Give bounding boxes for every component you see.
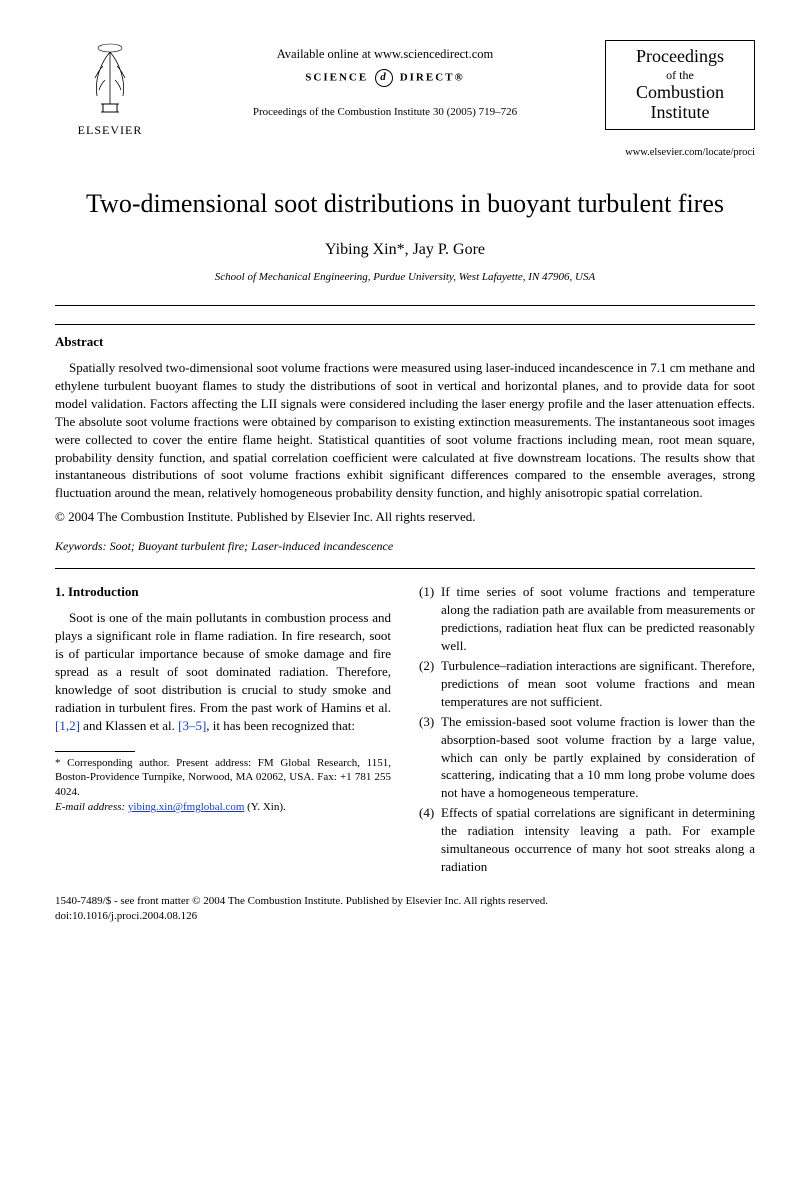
doi-line: doi:10.1016/j.proci.2004.08.126	[55, 909, 755, 924]
corresponding-footnote: * Corresponding author. Present address:…	[55, 756, 391, 801]
list-num: (2)	[419, 657, 441, 711]
divider	[55, 324, 755, 325]
abstract-body: Spatially resolved two-dimensional soot …	[55, 359, 755, 503]
header-center: Available online at www.sciencedirect.co…	[165, 40, 605, 120]
front-matter-line: 1540-7489/$ - see front matter © 2004 Th…	[55, 894, 755, 924]
left-column: 1. Introduction Soot is one of the main …	[55, 583, 391, 878]
list-item: (1) If time series of soot volume fracti…	[419, 583, 755, 655]
right-column: (1) If time series of soot volume fracti…	[419, 583, 755, 878]
header-row: ELSEVIER Available online at www.science…	[55, 40, 755, 138]
footnote-divider	[55, 751, 135, 752]
list-item: (2) Turbulence–radiation interactions ar…	[419, 657, 755, 711]
list-num: (3)	[419, 713, 441, 803]
ref-link-1[interactable]: [1,2]	[55, 718, 80, 733]
list-text: The emission-based soot volume fraction …	[441, 713, 755, 803]
list-text: If time series of soot volume fractions …	[441, 583, 755, 655]
sd-right: DIRECT®	[400, 71, 465, 83]
journal-box-wrap: Proceedings of the Combustion Institute	[605, 40, 755, 130]
email-label: E-mail address:	[55, 801, 125, 813]
email-who: (Y. Xin).	[247, 801, 286, 813]
list-text: Effects of spatial correlations are sign…	[441, 804, 755, 876]
journal-title-1: Proceedings	[610, 47, 750, 67]
list-num: (1)	[419, 583, 441, 655]
intro-heading: 1. Introduction	[55, 583, 391, 601]
keywords-text: Soot; Buoyant turbulent fire; Laser-indu…	[110, 539, 394, 553]
ref-link-2[interactable]: [3–5]	[178, 718, 206, 733]
abstract-heading: Abstract	[55, 333, 755, 351]
recognized-list: (1) If time series of soot volume fracti…	[419, 583, 755, 876]
divider	[55, 568, 755, 569]
keywords-label: Keywords:	[55, 539, 107, 553]
list-num: (4)	[419, 804, 441, 876]
science-direct-logo: SCIENCE d DIRECT®	[165, 69, 605, 87]
at-icon: d	[375, 69, 393, 87]
intro-text-a: Soot is one of the main pollutants in co…	[55, 610, 391, 715]
publisher-name: ELSEVIER	[55, 122, 165, 138]
divider	[55, 305, 755, 306]
keywords-line: Keywords: Soot; Buoyant turbulent fire; …	[55, 538, 755, 554]
elsevier-tree-icon	[73, 40, 148, 120]
list-item: (4) Effects of spatial correlations are …	[419, 804, 755, 876]
affiliation: School of Mechanical Engineering, Purdue…	[55, 270, 755, 285]
list-text: Turbulence–radiation interactions are si…	[441, 657, 755, 711]
body-columns: 1. Introduction Soot is one of the main …	[55, 583, 755, 878]
journal-title-box: Proceedings of the Combustion Institute	[605, 40, 755, 130]
authors: Yibing Xin*, Jay P. Gore	[55, 239, 755, 261]
abstract-copyright: © 2004 The Combustion Institute. Publish…	[55, 508, 755, 526]
journal-title-3: Combustion	[610, 83, 750, 103]
intro-para: Soot is one of the main pollutants in co…	[55, 609, 391, 735]
sd-left: SCIENCE	[305, 71, 368, 83]
paper-title: Two-dimensional soot distributions in bu…	[55, 188, 755, 221]
journal-url[interactable]: www.elsevier.com/locate/proci	[55, 146, 755, 160]
intro-text-c: , it has been recognized that:	[206, 718, 355, 733]
list-item: (3) The emission-based soot volume fract…	[419, 713, 755, 803]
intro-text-b: and Klassen et al.	[80, 718, 178, 733]
copyright-bottom: 1540-7489/$ - see front matter © 2004 Th…	[55, 894, 755, 909]
email-footnote: E-mail address: yibing.xin@fmglobal.com …	[55, 800, 391, 815]
publisher-logo-block: ELSEVIER	[55, 40, 165, 138]
email-link[interactable]: yibing.xin@fmglobal.com	[128, 801, 244, 813]
abstract-para: Spatially resolved two-dimensional soot …	[55, 359, 755, 503]
footnote-corresponding: * Corresponding author. Present address:…	[55, 757, 391, 799]
available-online-text: Available online at www.sciencedirect.co…	[165, 46, 605, 63]
journal-title-4: Institute	[610, 103, 750, 123]
journal-title-2: of the	[610, 67, 750, 83]
citation-line: Proceedings of the Combustion Institute …	[165, 105, 605, 120]
